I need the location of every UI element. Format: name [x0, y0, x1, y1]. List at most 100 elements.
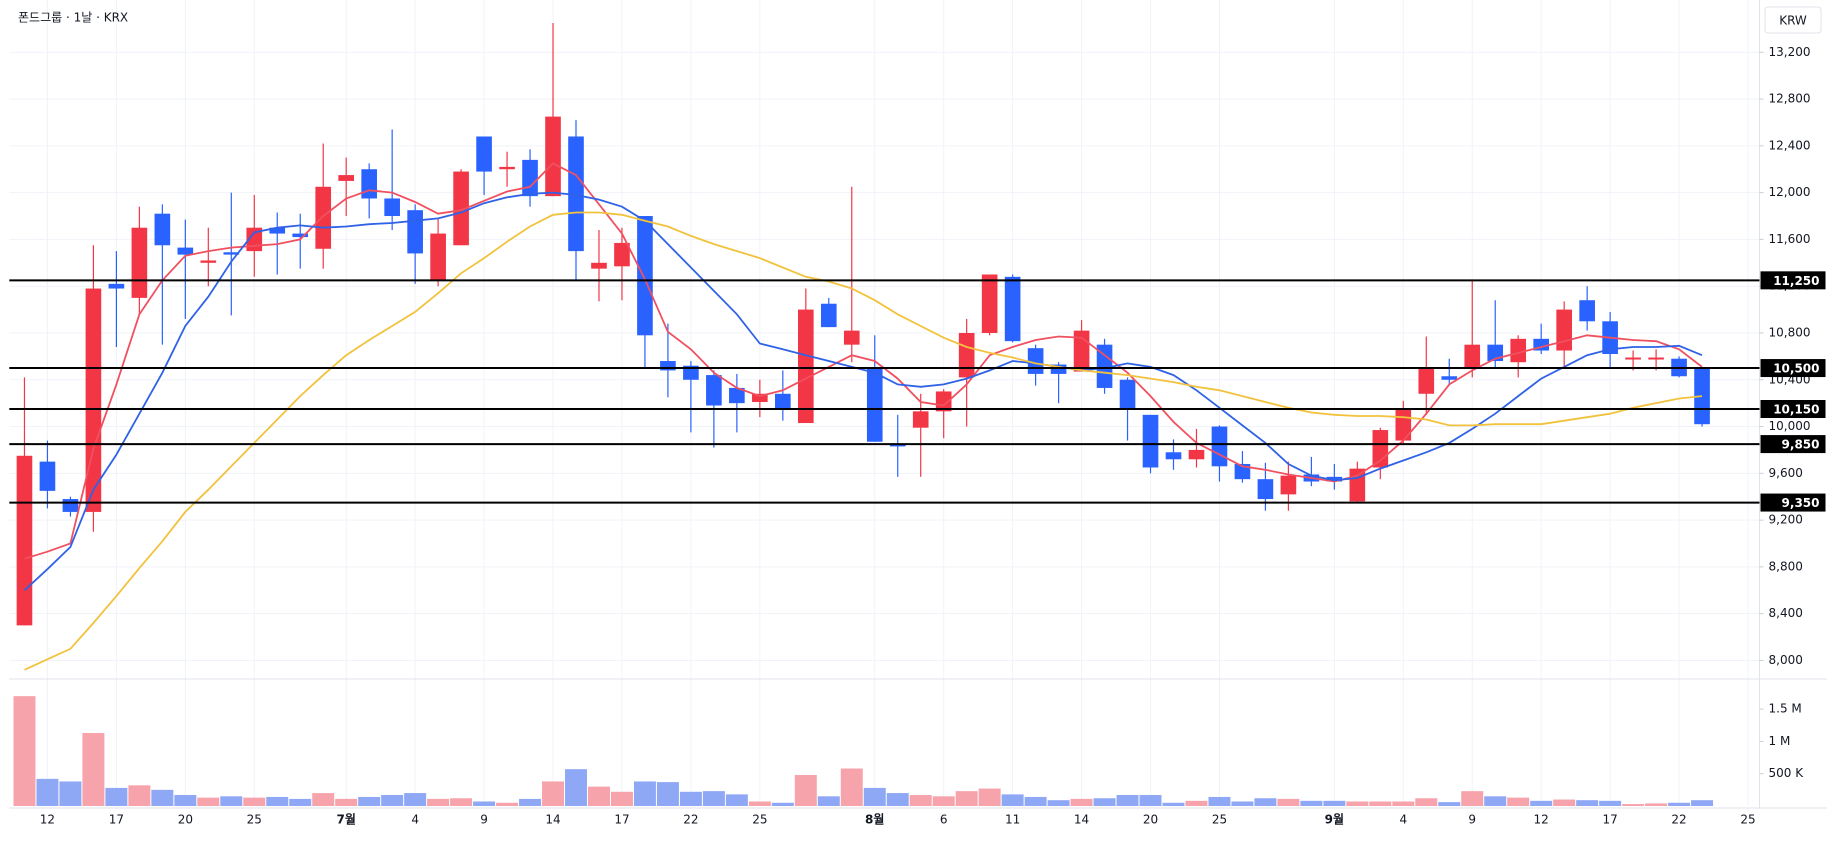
candle-body [407, 210, 423, 254]
x-tick-label: 25 [247, 813, 262, 827]
y-tick-label: 11,600 [1769, 232, 1811, 246]
candle-body [1257, 479, 1274, 500]
candle-body [889, 444, 906, 447]
volume-bar [1001, 794, 1024, 806]
volume-bar [1691, 800, 1714, 806]
volume-bar [1277, 798, 1300, 806]
candle-body [1395, 408, 1412, 441]
candle-body [1556, 309, 1572, 351]
candle-body [683, 365, 699, 380]
price-line-label: 9,350 [1782, 496, 1820, 510]
y-tick-label: 9,600 [1769, 466, 1803, 480]
volume-bar [1599, 800, 1622, 806]
volume-bar [679, 791, 702, 806]
y-tick-label: 10,000 [1769, 419, 1811, 433]
volume-bar [36, 778, 59, 806]
price-line-label-bg [1760, 359, 1826, 378]
volume-bar [863, 787, 886, 806]
x-tick-label: 17 [614, 813, 629, 827]
volume-bar [587, 786, 610, 806]
candle-body [1372, 430, 1389, 468]
volume-bar [1346, 801, 1369, 806]
candle-body [591, 262, 607, 269]
x-tick-label: 17 [109, 813, 124, 827]
volume-bar [220, 796, 243, 806]
y-tick-label: 8,000 [1769, 653, 1803, 667]
volume-bar [1024, 796, 1047, 806]
candle-body [1165, 452, 1182, 460]
candle-body [614, 242, 630, 267]
price-line-label: 10,500 [1773, 362, 1819, 376]
moving-average-line [24, 162, 1703, 560]
volume-bar [1553, 799, 1576, 806]
volume-bar [1070, 798, 1093, 806]
candle-body [1418, 368, 1435, 394]
candle-body [568, 136, 584, 252]
candle-body [430, 233, 446, 281]
volume-bar [82, 732, 105, 806]
volume-bar [656, 782, 679, 806]
candle-body [1027, 348, 1044, 374]
y-tick-label: 12,000 [1769, 185, 1811, 199]
volume-bar [1208, 796, 1231, 806]
candle-body [1349, 468, 1366, 502]
candle-body [499, 166, 515, 170]
volume-bar [1576, 800, 1599, 806]
volume-bar [1668, 802, 1691, 806]
volume-bar [174, 795, 197, 806]
volume-bar [1392, 801, 1415, 806]
volume-bar [1507, 797, 1530, 806]
plot [13, 23, 1714, 806]
candle-body [338, 175, 355, 181]
volume-bar [13, 696, 36, 806]
x-tick-label: 12 [1534, 813, 1549, 827]
candle-body [935, 391, 952, 412]
volume-bar [358, 796, 381, 806]
moving-average-line [24, 211, 1703, 671]
volume-tick-label: 1 M [1769, 734, 1791, 748]
volume-bar [519, 798, 542, 806]
volume-bar [978, 788, 1001, 806]
volume-bar [312, 793, 335, 806]
volume-bar [1645, 803, 1668, 806]
volume-bar [1185, 800, 1208, 806]
candle-body [85, 288, 102, 512]
candle-body [706, 375, 722, 406]
candle-body [752, 393, 768, 402]
volume-bar [450, 798, 473, 806]
volume-bar [1438, 802, 1461, 806]
volume-bar [794, 774, 817, 806]
price-line-label-bg [1760, 271, 1826, 290]
currency-box[interactable] [1764, 6, 1822, 34]
candle-body [1119, 379, 1136, 409]
volume-bar [771, 802, 794, 806]
volume-bar [1323, 800, 1346, 806]
volume-bar [381, 795, 404, 806]
candle-body [660, 361, 676, 371]
volume-bar [702, 791, 725, 806]
volume-bar [1369, 801, 1392, 806]
volume-bar [289, 798, 312, 806]
volume-bar [1530, 800, 1553, 806]
price-line-label: 11,250 [1773, 274, 1819, 288]
volume-tick-label: 1.5 M [1769, 702, 1802, 716]
x-tick-label: 14 [545, 813, 560, 827]
volume-bar [473, 801, 496, 806]
x-tick-label: 25 [1212, 813, 1227, 827]
volume-bar [542, 781, 565, 806]
volume-bar [266, 796, 289, 806]
candle-body [62, 499, 79, 512]
moving-average-line [23, 191, 1703, 591]
x-tick-label: 4 [1399, 813, 1407, 827]
volume-bar [1461, 791, 1484, 806]
volume-bar [496, 802, 519, 806]
x-tick-label: 25 [752, 813, 767, 827]
x-tick-label: 7월 [336, 812, 355, 827]
candle-body [108, 283, 125, 289]
chart-title: 폰드그룹 · 1날 · KRX [18, 11, 128, 25]
candle-body [729, 387, 745, 404]
candle-body [39, 461, 56, 491]
axes [9, 0, 1827, 809]
candle-body [1625, 357, 1641, 360]
